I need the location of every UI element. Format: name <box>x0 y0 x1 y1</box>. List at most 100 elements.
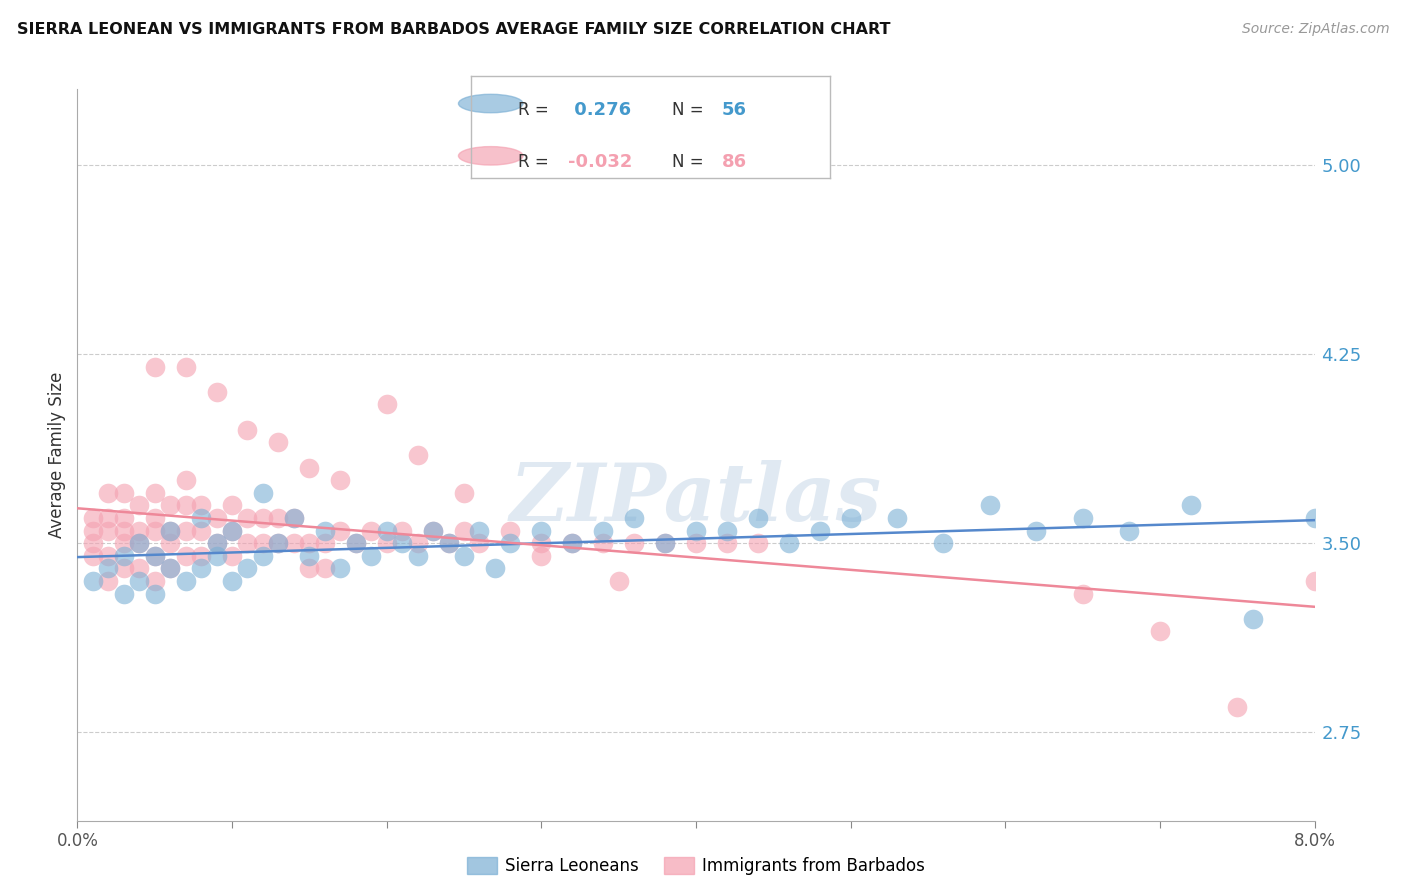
Point <box>654 536 676 550</box>
Point <box>437 536 460 550</box>
Point <box>252 536 274 550</box>
Point <box>886 511 908 525</box>
Point <box>979 499 1001 513</box>
Point <box>453 524 475 538</box>
Point <box>298 536 321 550</box>
Point <box>329 524 352 538</box>
Point <box>97 511 120 525</box>
Point <box>159 524 181 538</box>
Point <box>205 511 228 525</box>
Text: -0.032: -0.032 <box>568 153 633 171</box>
Point <box>205 536 228 550</box>
Point <box>453 485 475 500</box>
Point <box>561 536 583 550</box>
Point <box>314 524 336 538</box>
Point <box>778 536 800 550</box>
Point <box>360 524 382 538</box>
Text: N =: N = <box>672 153 703 171</box>
Point <box>159 561 181 575</box>
Point <box>314 536 336 550</box>
Point <box>221 524 243 538</box>
Point <box>143 485 166 500</box>
Text: N =: N = <box>672 101 703 119</box>
Point <box>190 511 212 525</box>
Point <box>592 524 614 538</box>
Point <box>283 511 305 525</box>
Point <box>112 587 135 601</box>
Point <box>82 524 104 538</box>
Point <box>112 511 135 525</box>
Point <box>128 561 150 575</box>
Point <box>236 511 259 525</box>
Point <box>267 536 290 550</box>
Point <box>1303 511 1326 525</box>
Point <box>499 536 522 550</box>
Point <box>112 561 135 575</box>
Point <box>143 524 166 538</box>
Point <box>360 549 382 563</box>
Point <box>314 561 336 575</box>
Point <box>406 448 429 462</box>
Point <box>174 574 197 588</box>
Point <box>221 549 243 563</box>
Point <box>716 524 738 538</box>
Point <box>344 536 367 550</box>
Point <box>561 536 583 550</box>
Point <box>159 536 181 550</box>
Point <box>159 499 181 513</box>
Point <box>97 549 120 563</box>
Point <box>747 536 769 550</box>
Point <box>159 524 181 538</box>
Point <box>468 524 491 538</box>
Point <box>190 561 212 575</box>
Point <box>607 574 630 588</box>
Point <box>1071 587 1094 601</box>
Point <box>82 536 104 550</box>
Point <box>499 524 522 538</box>
Point <box>932 536 955 550</box>
Point <box>97 485 120 500</box>
Point <box>236 536 259 550</box>
Point <box>839 511 862 525</box>
Point <box>174 473 197 487</box>
Point <box>391 536 413 550</box>
Point <box>143 549 166 563</box>
Point <box>1226 700 1249 714</box>
Point <box>298 549 321 563</box>
Text: 0.276: 0.276 <box>568 101 631 119</box>
Point <box>391 524 413 538</box>
Point <box>1071 511 1094 525</box>
Point <box>267 536 290 550</box>
Point <box>422 524 444 538</box>
Point <box>128 574 150 588</box>
Point <box>205 536 228 550</box>
Point <box>205 384 228 399</box>
Point <box>623 536 645 550</box>
Point <box>97 561 120 575</box>
Point <box>252 549 274 563</box>
Point <box>221 574 243 588</box>
Point <box>484 561 506 575</box>
Point <box>82 511 104 525</box>
Point <box>1303 574 1326 588</box>
Point <box>747 511 769 525</box>
Point <box>623 511 645 525</box>
Point <box>143 574 166 588</box>
Circle shape <box>458 95 523 112</box>
Point <box>97 574 120 588</box>
Text: 56: 56 <box>723 101 747 119</box>
Point <box>530 536 553 550</box>
Point <box>190 549 212 563</box>
Point <box>128 524 150 538</box>
Point <box>252 485 274 500</box>
Y-axis label: Average Family Size: Average Family Size <box>48 372 66 538</box>
Point <box>716 536 738 550</box>
Point <box>283 511 305 525</box>
Point <box>128 536 150 550</box>
Point <box>375 536 398 550</box>
Point <box>112 485 135 500</box>
Point <box>453 549 475 563</box>
Point <box>82 549 104 563</box>
Point <box>159 561 181 575</box>
Point <box>112 549 135 563</box>
